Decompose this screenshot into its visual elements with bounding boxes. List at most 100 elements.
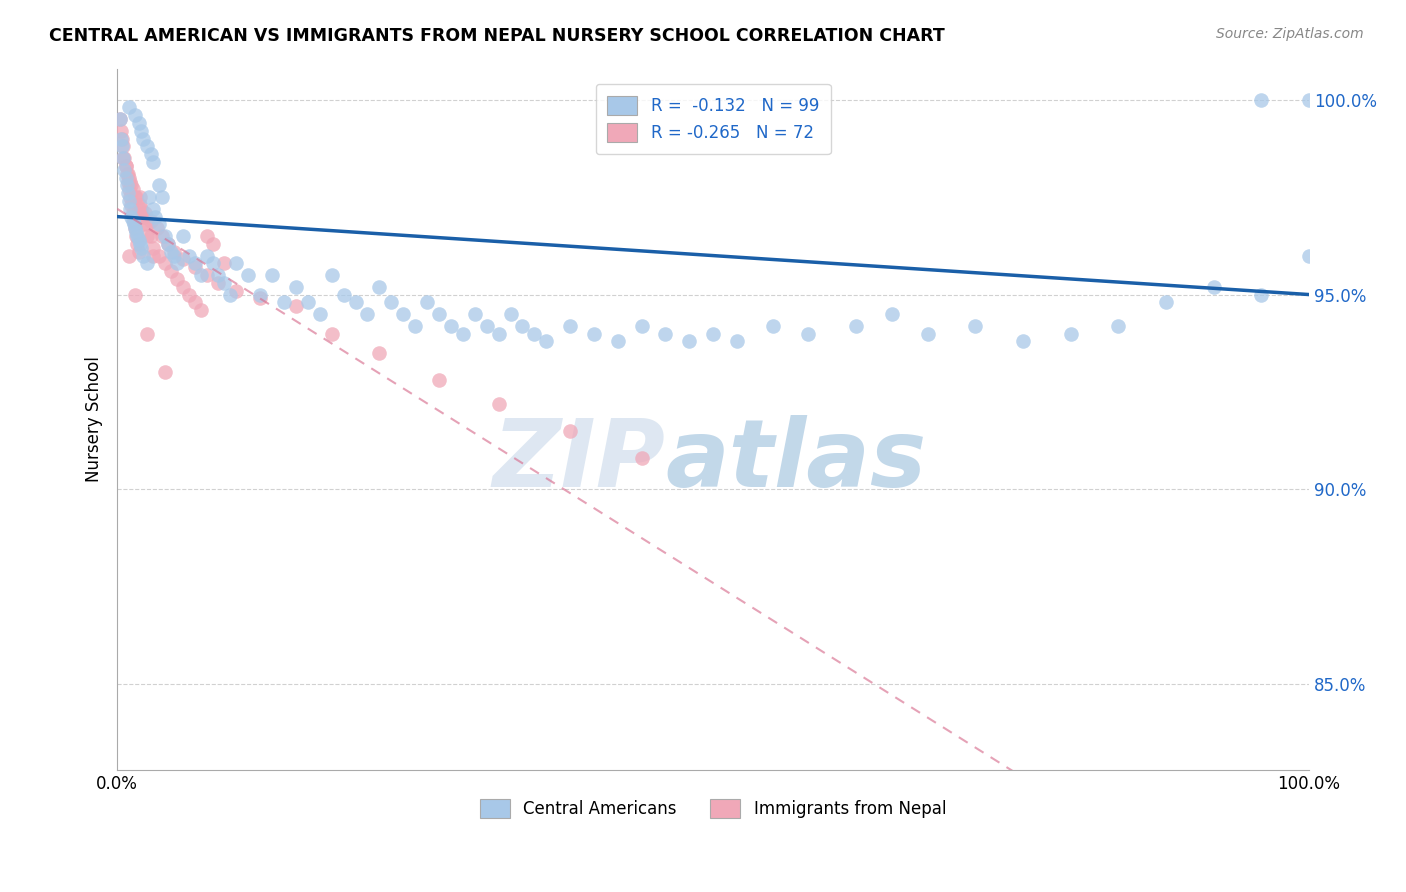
Point (190, 303, 212, 318)
Point (201, 256, 224, 270)
Point (142, 241, 165, 255)
Point (124, 221, 146, 235)
Point (225, 284, 247, 298)
Text: ZIP: ZIP (492, 416, 665, 508)
Point (112, 151, 135, 165)
Point (238, 268, 260, 282)
Text: atlas: atlas (665, 416, 927, 508)
Point (201, 236, 224, 251)
Point (163, 244, 186, 259)
Point (148, 218, 170, 232)
Point (190, 268, 212, 282)
Point (138, 190, 160, 204)
Point (136, 326, 159, 341)
Point (136, 229, 159, 244)
Point (143, 210, 166, 224)
Point (129, 241, 152, 255)
Point (118, 170, 141, 185)
Point (121, 205, 143, 219)
Point (177, 287, 200, 301)
Point (142, 249, 165, 263)
Point (404, 318, 426, 333)
Point (120, 175, 142, 189)
Point (124, 190, 146, 204)
Point (725, 334, 748, 349)
Point (630, 318, 652, 333)
Point (129, 124, 152, 138)
Point (118, 249, 141, 263)
Point (153, 229, 176, 244)
Point (427, 373, 450, 387)
Point (145, 221, 167, 235)
Point (368, 279, 391, 293)
Point (917, 326, 939, 341)
Point (128, 190, 150, 204)
Point (115, 167, 138, 181)
Point (132, 131, 155, 145)
Point (308, 307, 330, 321)
Point (118, 194, 141, 208)
Point (285, 279, 308, 293)
Point (136, 256, 159, 270)
Point (108, 112, 131, 127)
Point (142, 202, 165, 216)
Point (124, 108, 146, 122)
Point (129, 210, 152, 224)
Point (392, 307, 415, 321)
Point (166, 256, 188, 270)
Point (132, 249, 155, 263)
Point (128, 116, 150, 130)
Point (159, 264, 181, 278)
Point (148, 249, 170, 263)
Point (451, 326, 474, 341)
Point (157, 236, 180, 251)
Point (128, 198, 150, 212)
Point (356, 307, 378, 321)
Point (440, 318, 463, 333)
Point (153, 256, 176, 270)
Point (207, 268, 229, 282)
Point (124, 221, 146, 235)
Point (380, 295, 402, 310)
Text: Source: ZipAtlas.com: Source: ZipAtlas.com (1216, 27, 1364, 41)
Point (129, 202, 152, 216)
Point (332, 287, 354, 301)
Point (166, 272, 188, 286)
Point (117, 186, 139, 201)
Point (108, 112, 131, 127)
Point (128, 244, 150, 259)
Point (157, 236, 180, 251)
Point (112, 162, 135, 177)
Point (125, 225, 148, 239)
Point (139, 213, 162, 227)
Point (139, 229, 162, 244)
Point (118, 182, 141, 196)
Point (114, 159, 136, 173)
Point (112, 151, 135, 165)
Point (214, 256, 236, 270)
Point (139, 147, 162, 161)
Point (678, 334, 700, 349)
Point (1107, 318, 1129, 333)
Point (225, 256, 247, 270)
Point (219, 287, 242, 301)
Point (427, 307, 450, 321)
Point (1250, 287, 1272, 301)
Point (172, 252, 194, 267)
Point (512, 318, 534, 333)
Point (762, 318, 785, 333)
Point (273, 295, 295, 310)
Point (965, 318, 987, 333)
Point (207, 276, 229, 290)
Point (1298, 93, 1320, 107)
Point (115, 178, 138, 193)
Point (195, 268, 218, 282)
Point (416, 295, 439, 310)
Point (159, 244, 181, 259)
Point (1060, 326, 1083, 341)
Point (110, 131, 132, 145)
Point (114, 170, 136, 185)
Point (1250, 93, 1272, 107)
Point (120, 190, 142, 204)
Point (121, 213, 143, 227)
